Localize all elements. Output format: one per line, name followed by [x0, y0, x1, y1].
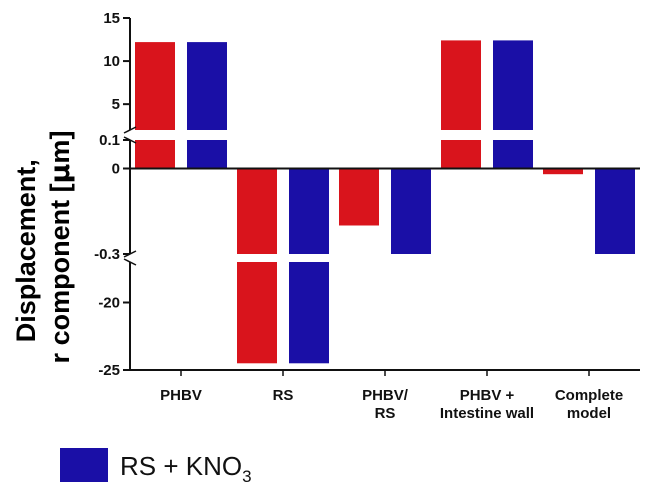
axis-break-mark-1-1 [123, 126, 137, 134]
category-label-4: PHBV + Intestine wall [440, 387, 534, 422]
y-axis-label: Displacement, r component [μm] [11, 131, 76, 364]
category-label-2-line-1: RS [273, 387, 294, 404]
category-label-1: PHBV [160, 387, 202, 404]
category-label-4-line-1: PHBV + [460, 387, 515, 404]
y-tick-label-2-3: 0.1 [99, 132, 120, 149]
category-label-1-line-1: PHBV [160, 387, 202, 404]
category-label-3-line-1: PHBV/ [362, 387, 409, 404]
legend-label-main: RS + KNO [120, 451, 242, 481]
y-tick-label-1-3: 15 [103, 10, 120, 27]
y-tick-label-1-1: 5 [112, 96, 120, 113]
axis-break-mark-2-2 [123, 258, 137, 266]
bar-series-2-cat-5 [595, 168, 635, 254]
bar-series-2-cat-3 [391, 168, 431, 254]
y-tick-label-3-1: -20 [98, 295, 120, 312]
axis-break-gap-2 [131, 254, 641, 262]
bar-series-1-cat-2 [237, 168, 277, 364]
category-label-4-line-2: Intestine wall [440, 405, 534, 422]
y-axis-label-unit-end: m] [45, 131, 75, 164]
bar-series-2-cat-2 [289, 168, 329, 364]
legend-swatch [60, 448, 108, 482]
bar-series-2-cat-1 [187, 42, 227, 169]
category-label-5-line-1: Complete [555, 387, 623, 404]
legend-label-subscript: 3 [242, 467, 251, 486]
bar-series-2-cat-4 [493, 40, 533, 169]
bar-series-1-cat-5 [543, 168, 583, 175]
axis-break-gap-1 [131, 130, 641, 140]
y-tick-label-2-1: -0.3 [94, 246, 120, 263]
category-label-3: PHBV/RS [362, 387, 409, 422]
category-label-2: RS [273, 387, 294, 404]
bar-series-1-cat-3 [339, 168, 379, 226]
category-label-3-line-2: RS [375, 405, 396, 422]
bar-series-1-cat-1 [135, 42, 175, 169]
category-label-5-line-2: model [567, 405, 611, 422]
category-label-5: Complete model [555, 387, 623, 422]
y-axis-label-line-2: r component [ [45, 183, 75, 363]
y-tick-label-1-2: 10 [103, 53, 120, 70]
y-axis-label-line-1: Displacement, [11, 159, 41, 342]
bar-series-1-cat-4 [441, 40, 481, 169]
y-tick-label-3-2: -25 [98, 362, 120, 379]
legend-label: RS + KNO3 [120, 451, 252, 486]
y-tick-label-2-2: 0 [112, 161, 120, 178]
y-axis-label-mu: μ [45, 163, 76, 183]
